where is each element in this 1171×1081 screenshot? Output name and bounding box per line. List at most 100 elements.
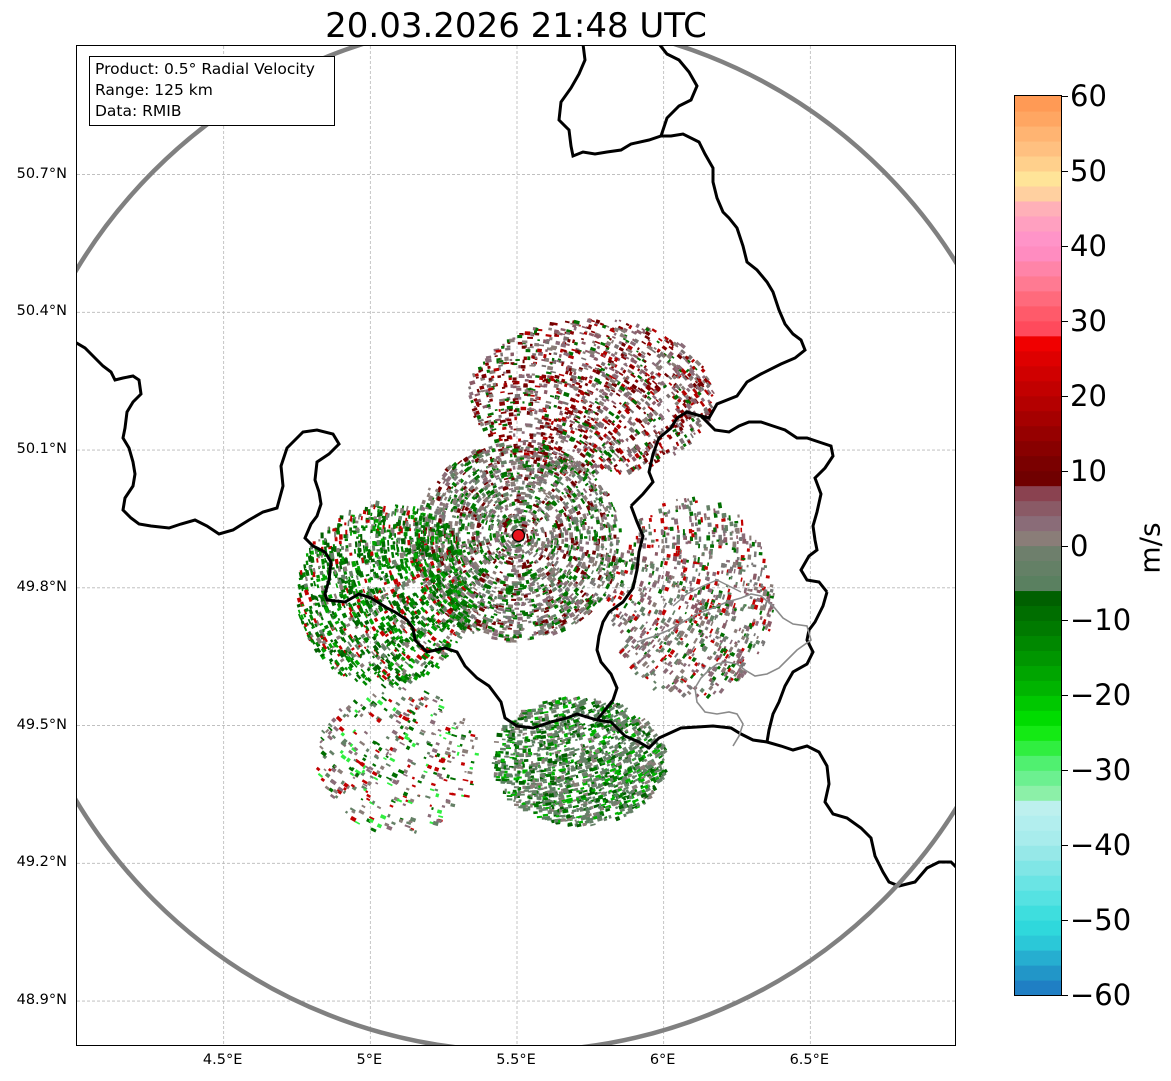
- velocity-gate: [641, 454, 646, 459]
- velocity-gate: [475, 401, 480, 407]
- velocity-gate: [626, 348, 633, 354]
- velocity-gate: [493, 536, 500, 543]
- velocity-gate: [499, 540, 505, 548]
- velocity-gate: [647, 397, 651, 401]
- radar-map[interactable]: [76, 45, 956, 1046]
- velocity-gate: [319, 622, 324, 626]
- velocity-gate: [613, 514, 618, 519]
- velocity-gate: [470, 516, 475, 521]
- velocity-gate: [487, 596, 493, 601]
- velocity-gate: [601, 453, 604, 456]
- velocity-gate: [458, 478, 465, 484]
- velocity-gate: [487, 412, 494, 417]
- velocity-gate: [645, 384, 652, 392]
- velocity-gate: [582, 518, 587, 522]
- velocity-gate: [596, 433, 601, 439]
- velocity-gate: [521, 345, 526, 349]
- velocity-gate: [556, 423, 563, 429]
- velocity-gate: [594, 367, 600, 371]
- velocity-gate: [509, 493, 513, 497]
- velocity-gate: [685, 387, 691, 393]
- velocity-gate: [530, 363, 534, 365]
- velocity-gate: [591, 382, 597, 388]
- velocity-gate: [604, 349, 611, 355]
- velocity-gate: [449, 498, 454, 505]
- velocity-gate: [439, 501, 443, 507]
- velocity-gate: [565, 331, 571, 335]
- velocity-gate: [450, 486, 454, 490]
- velocity-gate: [569, 532, 574, 538]
- velocity-gate: [370, 504, 374, 508]
- velocity-gate: [553, 599, 558, 604]
- velocity-gate: [372, 563, 376, 568]
- velocity-gate: [608, 441, 613, 446]
- velocity-gate: [655, 386, 661, 393]
- velocity-gate: [356, 530, 360, 534]
- velocity-gate: [527, 336, 533, 340]
- velocity-gate: [382, 586, 386, 592]
- velocity-gate: [609, 440, 616, 447]
- velocity-gate: [678, 368, 683, 373]
- velocity-gate: [577, 466, 584, 473]
- velocity-gate: [498, 364, 503, 367]
- velocity-gate: [439, 530, 443, 537]
- velocity-gate: [562, 435, 567, 441]
- velocity-gate: [492, 382, 497, 387]
- velocity-gate: [655, 458, 661, 464]
- velocity-gate: [365, 525, 368, 529]
- velocity-gate: [609, 548, 613, 554]
- velocity-gate: [675, 418, 681, 423]
- velocity-gate: [595, 430, 601, 436]
- velocity-gate: [485, 389, 489, 393]
- velocity-gate: [588, 379, 593, 384]
- velocity-gate: [383, 549, 388, 554]
- velocity-gate: [610, 387, 616, 392]
- velocity-gate: [643, 359, 647, 363]
- velocity-gate: [370, 558, 375, 563]
- velocity-gate: [524, 449, 527, 452]
- velocity-gate: [614, 319, 618, 323]
- velocity-gate: [644, 446, 650, 453]
- velocity-gate: [590, 417, 596, 422]
- velocity-gate: [634, 452, 641, 459]
- velocity-gate: [463, 489, 469, 495]
- velocity-gate: [493, 438, 500, 444]
- velocity-gate: [493, 609, 497, 613]
- velocity-gate: [685, 368, 690, 373]
- velocity-gate: [627, 452, 633, 458]
- velocity-gate: [512, 377, 517, 381]
- velocity-gate: [563, 350, 568, 353]
- radar-map-canvas: [77, 46, 955, 1045]
- velocity-gate: [675, 422, 681, 428]
- velocity-gate: [559, 523, 564, 528]
- velocity-gate: [588, 424, 592, 428]
- velocity-gate: [423, 525, 426, 531]
- velocity-gate: [524, 331, 531, 336]
- velocity-gate: [523, 465, 527, 468]
- velocity-gate: [657, 381, 661, 385]
- velocity-gate: [524, 550, 530, 555]
- velocity-gate: [456, 503, 461, 508]
- velocity-gate: [641, 394, 646, 398]
- velocity-gate: [375, 518, 379, 523]
- velocity-gate: [588, 461, 594, 467]
- velocity-gate: [581, 357, 587, 361]
- velocity-gate: [506, 345, 511, 348]
- velocity-gate: [510, 425, 513, 430]
- velocity-gate: [400, 546, 404, 552]
- velocity-gate: [618, 419, 623, 424]
- velocity-gate: [699, 400, 706, 407]
- velocity-gate: [479, 469, 483, 473]
- velocity-gate: [308, 605, 313, 610]
- velocity-gate: [487, 579, 491, 583]
- velocity-gate: [498, 398, 505, 403]
- velocity-gate: [499, 602, 505, 606]
- velocity-gate: [514, 416, 517, 421]
- velocity-gate: [679, 445, 685, 451]
- velocity-gate: [522, 392, 527, 394]
- velocity-gate: [503, 385, 508, 388]
- velocity-gate: [388, 524, 391, 529]
- velocity-gate: [517, 490, 520, 493]
- velocity-gate: [529, 364, 535, 367]
- velocity-gate: [587, 510, 591, 516]
